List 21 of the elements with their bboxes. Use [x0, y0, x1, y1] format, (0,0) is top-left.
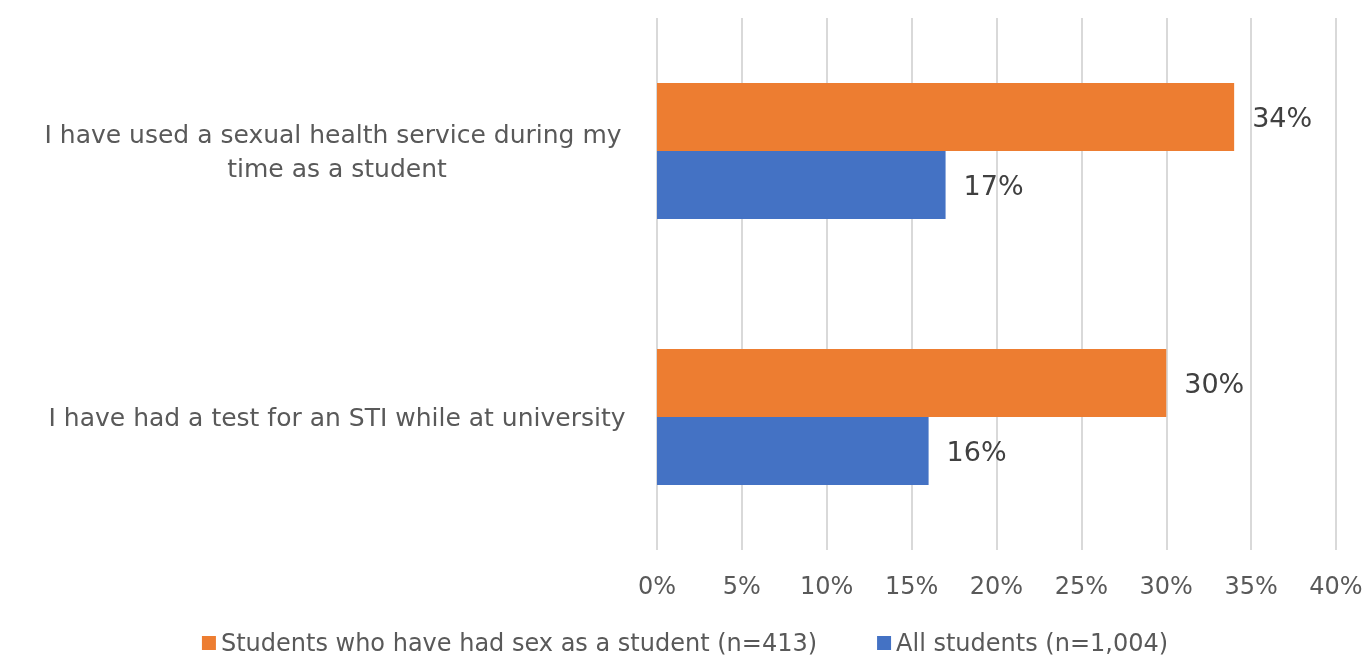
x-tick-label: 0% — [637, 572, 677, 600]
data-label: 16% — [946, 435, 1007, 467]
data-label: 34% — [1252, 101, 1313, 133]
x-tick-label: 5% — [722, 572, 761, 600]
legend-label: All students (n=1,004) — [896, 629, 1169, 657]
data-label: 17% — [963, 169, 1024, 201]
x-tick-label: 25% — [1054, 572, 1109, 600]
y-tick-label: I have used a sexual health service during my time as a student — [44, 119, 630, 183]
x-tick-label: 15% — [884, 572, 939, 600]
x-tick-label: 35% — [1224, 572, 1278, 600]
x-tick-label: 40% — [1309, 572, 1363, 600]
y-tick-label: I have had a test for an STI while at university — [48, 402, 626, 432]
bar — [657, 349, 1167, 417]
data-label: 30% — [1184, 367, 1245, 399]
x-tick-label: 10% — [800, 572, 854, 600]
x-tick-label: 20% — [969, 572, 1024, 600]
x-tick-label: 30% — [1139, 572, 1193, 600]
bar — [657, 151, 946, 219]
bar — [657, 83, 1235, 151]
bar — [657, 417, 929, 485]
legend-label: Students who have had sex as a student (n=413) — [220, 629, 818, 657]
